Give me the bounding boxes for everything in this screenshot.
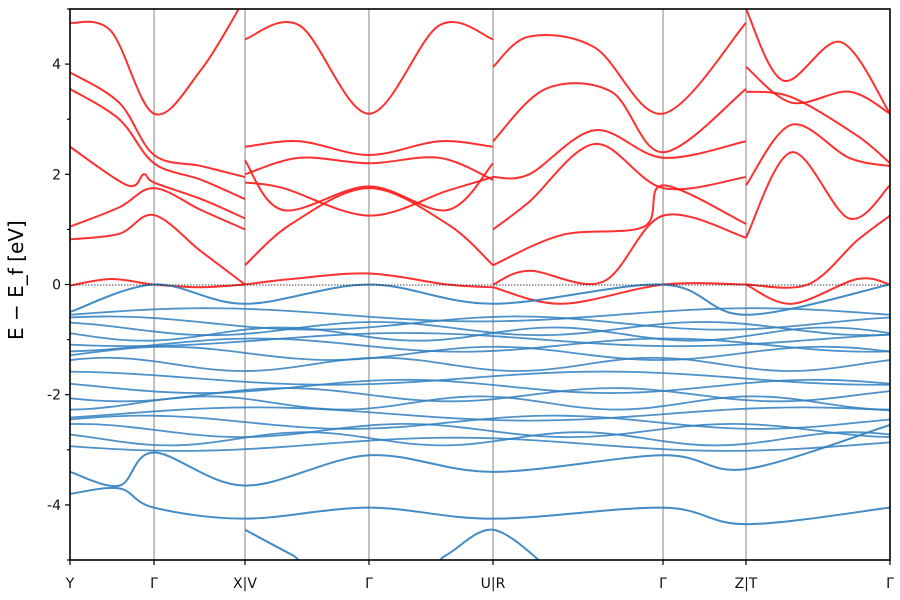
y-tick-label: -4 — [47, 498, 61, 514]
band-line-conduction — [492, 282, 747, 305]
band-line-valence — [70, 370, 890, 386]
band-line-conduction — [745, 9, 890, 115]
band-line-valence — [70, 414, 890, 430]
band-line-conduction — [492, 213, 747, 286]
band-line-conduction — [745, 214, 890, 289]
band-line-conduction — [70, 71, 246, 179]
x-tick-label: X|V — [233, 576, 257, 592]
band-line-valence — [70, 283, 890, 316]
band-line-conduction — [745, 123, 890, 186]
y-tick-label: 4 — [52, 57, 61, 73]
band-line-conduction — [70, 9, 240, 116]
band-line-valence — [70, 387, 890, 403]
band-line-valence — [70, 356, 890, 372]
y-axis-ticks: -4 -2 0 2 4 — [47, 8, 70, 561]
band-line-conduction — [745, 277, 890, 305]
band-line-valence — [70, 486, 890, 526]
band-line-conduction — [244, 140, 494, 157]
band-line-conduction — [70, 88, 246, 201]
band-line-conduction — [70, 187, 246, 231]
band-line-valence — [70, 436, 890, 452]
band-line-conduction — [70, 145, 246, 220]
band-line-conduction — [745, 90, 890, 165]
band-line-valence — [70, 378, 890, 394]
band-line-valence — [70, 307, 890, 323]
y-tick-label: 0 — [52, 278, 61, 294]
band-line-conduction — [492, 82, 747, 154]
x-tick-label: Γ — [365, 576, 373, 592]
x-tick-label: U|R — [481, 576, 506, 592]
band-line-conduction — [70, 277, 246, 289]
band-line-conduction — [70, 213, 246, 286]
band-line-conduction — [244, 159, 494, 212]
band-line-valence — [70, 315, 890, 331]
y-tick-label: -2 — [47, 388, 61, 404]
band-line-valence — [70, 395, 890, 411]
band-line-valence — [70, 431, 890, 447]
band-lines — [70, 9, 890, 560]
band-line-conduction — [492, 129, 747, 180]
band-line-conduction — [244, 176, 494, 217]
band-line-valence — [70, 345, 890, 361]
x-axis-ticks: Y Γ X|V Γ U|R Γ Z|T Γ — [65, 560, 894, 592]
band-line-valence — [70, 424, 890, 488]
y-tick-label: 2 — [52, 167, 61, 183]
band-line-conduction — [492, 22, 747, 115]
y-axis-label: E − E_f [eV] — [4, 220, 28, 340]
x-tick-label: Γ — [150, 576, 158, 592]
band-line-conduction — [745, 151, 890, 239]
x-tick-label: Γ — [886, 576, 894, 592]
band-line-conduction — [745, 66, 890, 115]
x-tick-label: Γ — [659, 576, 667, 592]
band-line-valence — [244, 528, 541, 560]
band-line-conduction — [244, 156, 494, 181]
band-line-valence — [70, 337, 890, 353]
band-line-valence — [70, 423, 890, 439]
band-line-conduction — [492, 184, 747, 267]
x-tick-label: Z|T — [735, 576, 758, 592]
x-tick-label: Y — [65, 576, 75, 592]
band-line-conduction — [244, 272, 494, 289]
band-line-conduction — [244, 21, 494, 115]
band-line-conduction — [492, 142, 747, 231]
band-line-conduction — [244, 187, 494, 266]
